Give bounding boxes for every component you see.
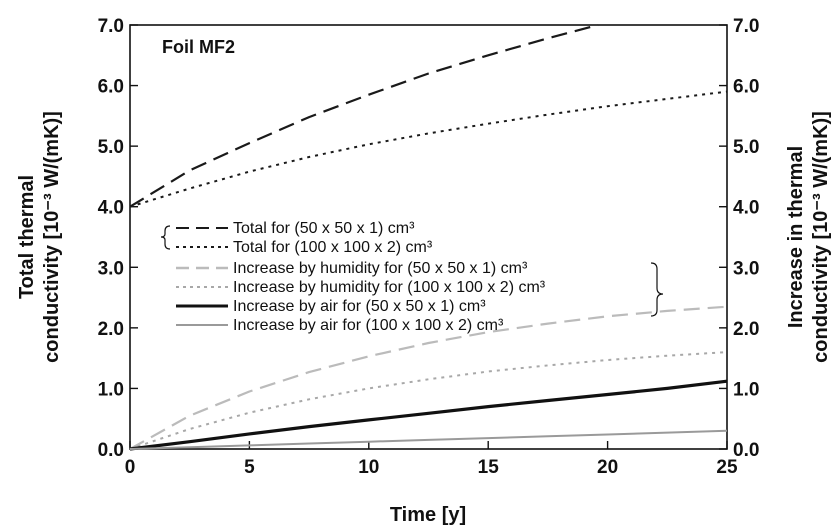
series-total-100 <box>129 90 728 208</box>
x-tick-label: 0 <box>125 457 136 478</box>
series-air-50 <box>129 379 728 451</box>
x-tick-label: 20 <box>597 457 618 478</box>
y-left-tick-label: 7.0 <box>98 16 124 37</box>
legend-brace-total <box>160 225 171 250</box>
legend-item-air-50: Increase by air for (50 x 50 x 1) cm³ <box>176 298 486 315</box>
legend-label-total-50: Total for (50 x 50 x 1) cm³ <box>233 220 415 237</box>
series-humidity-100 <box>129 351 728 450</box>
y-right-tick-label: 7.0 <box>733 16 759 37</box>
series-air-100 <box>129 429 728 450</box>
legend-item-air-100: Increase by air for (100 x 100 x 2) cm³ <box>176 317 504 334</box>
y-right-tick-label: 4.0 <box>733 198 759 219</box>
legend-label-total-100: Total for (100 x 100 x 2) cm³ <box>233 239 433 256</box>
x-tick-label: 25 <box>716 457 738 478</box>
y-left-tick-label: 2.0 <box>98 319 124 340</box>
y-axis-right-label-line2: conductivity [10⁻³ W/(mK)] <box>810 111 832 363</box>
plot-frame <box>129 24 728 450</box>
legend-item-total-100: Total for (100 x 100 x 2) cm³ <box>176 239 433 256</box>
legend: Total for (50 x 50 x 1) cm³ Total for (1… <box>160 220 664 334</box>
ticks-layer: 0 5 10 15 20 250.01.02.03.04.05.06.07.00.01.0… <box>98 16 760 478</box>
y-right-tick-label: 5.0 <box>733 137 759 158</box>
y-right-tick-label: 0.0 <box>733 440 759 461</box>
x-tick-label: 15 <box>478 457 500 478</box>
y-right-tick-label: 6.0 <box>733 77 759 98</box>
y-right-tick-label: 2.0 <box>733 319 759 340</box>
y-right-tick-label: 1.0 <box>733 379 759 400</box>
legend-brace-increase <box>650 262 664 317</box>
series-lines <box>129 23 728 451</box>
x-tick-label: 5 <box>244 457 255 478</box>
legend-item-total-50: Total for (50 x 50 x 1) cm³ <box>176 220 415 237</box>
y-axis-right-label-line1: Increase in thermal <box>785 146 807 328</box>
y-axis-left-label-line2: conductivity [10⁻³ W/(mK)] <box>41 111 63 363</box>
legend-label-air-50: Increase by air for (50 x 50 x 1) cm³ <box>233 298 486 315</box>
y-axis-left-label-line1: Total thermal <box>16 175 38 299</box>
y-left-tick-label: 5.0 <box>98 137 124 158</box>
series-humidity-50 <box>129 305 728 450</box>
x-axis-label: Time [y] <box>390 504 466 526</box>
series-total-50 <box>129 23 599 208</box>
y-left-tick-label: 4.0 <box>98 198 124 219</box>
legend-label-air-100: Increase by air for (100 x 100 x 2) cm³ <box>233 317 504 334</box>
legend-item-humidity-50: Increase by humidity for (50 x 50 x 1) c… <box>176 260 528 277</box>
y-left-tick-label: 6.0 <box>98 77 124 98</box>
y-left-tick-label: 3.0 <box>98 258 124 279</box>
y-right-tick-label: 3.0 <box>733 258 759 279</box>
y-left-tick-label: 0.0 <box>98 440 124 461</box>
legend-label-humidity-50: Increase by humidity for (50 x 50 x 1) c… <box>233 260 528 277</box>
x-tick-label: 10 <box>358 457 379 478</box>
y-left-tick-label: 1.0 <box>98 379 124 400</box>
legend-item-humidity-100: Increase by humidity for (100 x 100 x 2)… <box>176 279 546 296</box>
chart-annotation: Foil MF2 <box>162 37 235 57</box>
legend-label-humidity-100: Increase by humidity for (100 x 100 x 2)… <box>233 279 546 296</box>
